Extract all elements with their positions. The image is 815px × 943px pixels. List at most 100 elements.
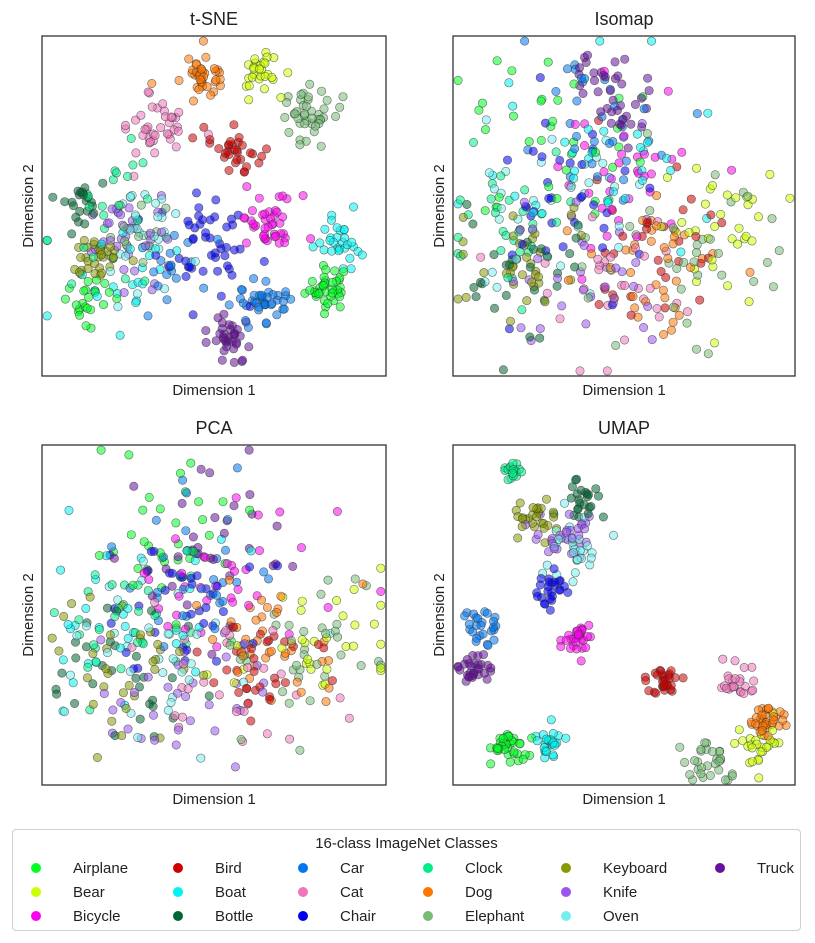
point-keyboard bbox=[105, 630, 115, 640]
scatter-points bbox=[453, 458, 791, 785]
point-car bbox=[572, 96, 582, 106]
point-bicycle bbox=[228, 597, 238, 607]
point-car bbox=[692, 109, 702, 119]
point-boat bbox=[532, 736, 542, 746]
point-cat bbox=[739, 688, 749, 698]
point-bicycle bbox=[248, 219, 258, 229]
point-cat bbox=[285, 734, 295, 744]
point-dog bbox=[324, 683, 334, 693]
point-chair bbox=[230, 245, 240, 255]
legend-title: 16-class ImageNet Classes bbox=[315, 835, 498, 852]
point-knife bbox=[145, 228, 155, 238]
y-axis-label: Dimension 2 bbox=[431, 164, 448, 247]
point-bottle bbox=[52, 689, 62, 699]
point-chair bbox=[149, 546, 159, 556]
point-elephant bbox=[286, 636, 296, 646]
point-elephant bbox=[720, 775, 730, 785]
point-keyboard bbox=[85, 592, 95, 602]
point-boat bbox=[171, 625, 181, 635]
point-clock bbox=[496, 246, 506, 256]
point-knife bbox=[181, 692, 191, 702]
point-oven bbox=[144, 623, 154, 633]
point-bottle bbox=[489, 250, 499, 260]
point-bicycle bbox=[663, 86, 673, 96]
point-car bbox=[482, 608, 492, 618]
scatter-points bbox=[47, 445, 386, 772]
point-car bbox=[468, 627, 478, 637]
point-bottle bbox=[591, 484, 601, 494]
point-bottle bbox=[468, 219, 478, 229]
point-keyboard bbox=[136, 630, 146, 640]
point-bottle bbox=[582, 492, 592, 502]
legend-item-chair: Chair bbox=[298, 906, 376, 926]
point-dog bbox=[768, 715, 778, 725]
point-knife bbox=[639, 322, 649, 332]
point-dog bbox=[262, 602, 272, 612]
point-cat bbox=[174, 107, 184, 117]
point-oven bbox=[566, 182, 576, 192]
point-oven bbox=[554, 534, 564, 544]
point-knife bbox=[549, 544, 559, 554]
point-car bbox=[257, 290, 267, 300]
point-chair bbox=[502, 155, 512, 165]
point-airplane bbox=[99, 300, 109, 310]
point-airplane bbox=[128, 580, 138, 590]
point-bear bbox=[254, 64, 264, 74]
point-truck bbox=[574, 63, 584, 73]
point-bottle bbox=[529, 285, 539, 295]
point-bicycle bbox=[577, 274, 587, 284]
point-bird bbox=[706, 210, 716, 220]
point-boat bbox=[320, 224, 330, 234]
point-elephant bbox=[305, 79, 315, 89]
point-bird bbox=[234, 133, 244, 143]
point-keyboard bbox=[540, 538, 550, 548]
point-dog bbox=[668, 317, 678, 327]
point-airplane bbox=[307, 276, 317, 286]
point-car bbox=[232, 577, 242, 587]
legend-marker bbox=[298, 887, 308, 897]
point-bird bbox=[214, 144, 224, 154]
point-bottle bbox=[567, 482, 577, 492]
point-bottle bbox=[76, 187, 86, 197]
point-elephant bbox=[284, 698, 294, 708]
point-cat bbox=[476, 252, 486, 262]
legend-item-bear: Bear bbox=[31, 882, 105, 902]
point-bottle bbox=[571, 233, 581, 243]
point-dog bbox=[147, 79, 157, 89]
point-oven bbox=[153, 212, 163, 222]
point-car bbox=[281, 287, 291, 297]
point-cat bbox=[214, 690, 224, 700]
point-car bbox=[218, 596, 228, 606]
point-clock bbox=[552, 217, 562, 227]
point-airplane bbox=[60, 294, 70, 304]
point-bicycle bbox=[573, 629, 583, 639]
point-elephant bbox=[696, 769, 706, 779]
point-dog bbox=[668, 239, 678, 249]
point-oven bbox=[171, 209, 181, 219]
point-car bbox=[199, 283, 209, 293]
point-cat bbox=[654, 312, 664, 322]
point-boat bbox=[510, 191, 520, 201]
point-bicycle bbox=[584, 620, 594, 630]
point-bicycle bbox=[617, 149, 627, 159]
point-airplane bbox=[480, 125, 490, 135]
point-airplane bbox=[548, 116, 558, 126]
point-boat bbox=[637, 175, 647, 185]
point-truck bbox=[613, 71, 623, 81]
point-dog bbox=[763, 703, 773, 713]
point-chair bbox=[207, 250, 217, 260]
point-knife bbox=[116, 697, 126, 707]
point-bear bbox=[376, 563, 386, 573]
point-chair bbox=[181, 271, 191, 281]
point-elephant bbox=[280, 112, 290, 122]
point-airplane bbox=[508, 111, 518, 121]
point-elephant bbox=[161, 203, 171, 213]
point-cat bbox=[156, 123, 166, 133]
point-bottle bbox=[528, 244, 538, 254]
point-dog bbox=[586, 249, 596, 259]
point-elephant bbox=[300, 119, 310, 129]
point-dog bbox=[658, 285, 668, 295]
point-bear bbox=[753, 212, 763, 222]
point-dog bbox=[194, 85, 204, 95]
legend-item-knife: Knife bbox=[561, 882, 637, 902]
